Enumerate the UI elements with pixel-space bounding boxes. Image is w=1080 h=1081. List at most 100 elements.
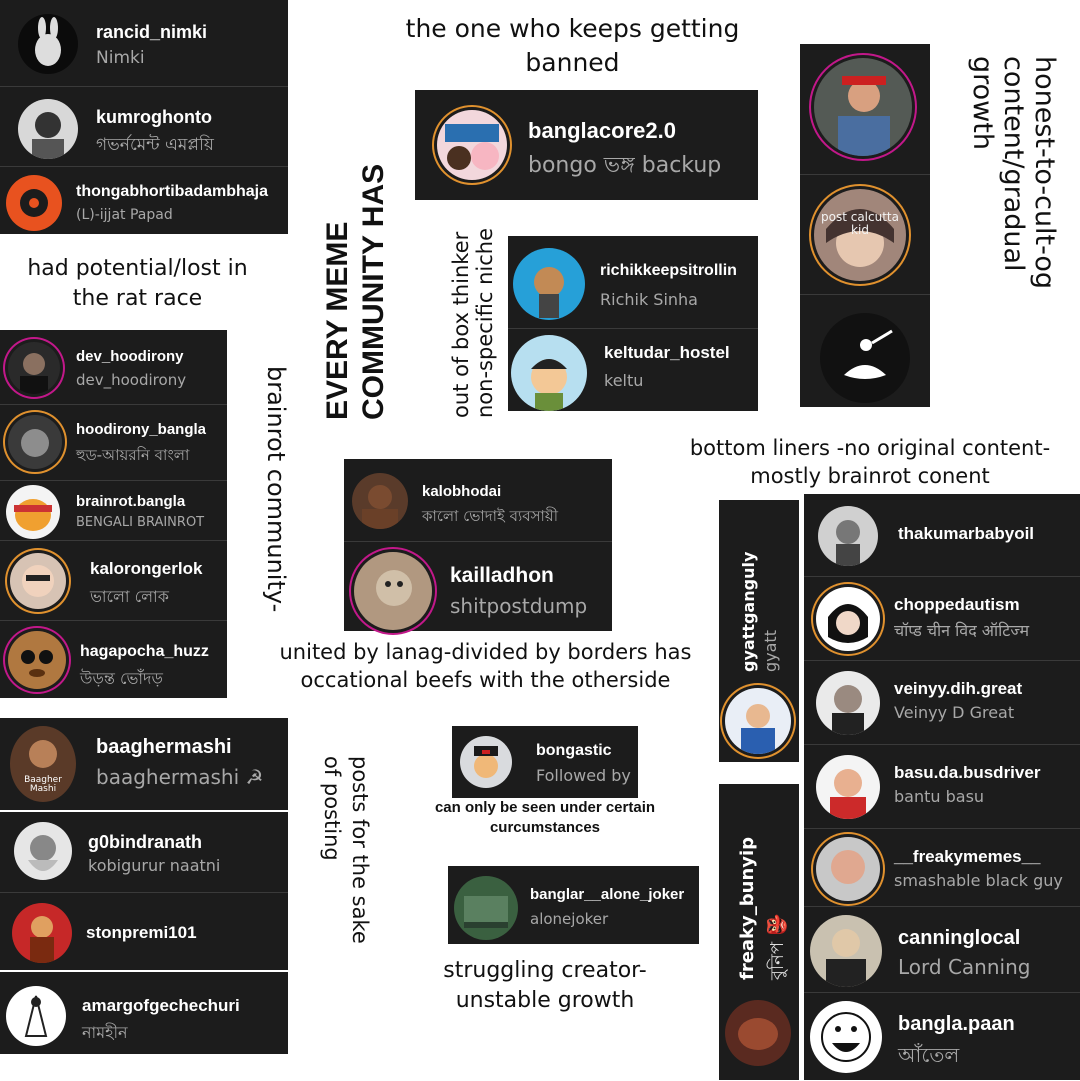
avatar — [8, 631, 66, 689]
caption-lost: had potential/lost in the rat race — [27, 256, 248, 311]
account-row[interactable] — [800, 44, 930, 174]
avatar — [511, 335, 587, 411]
account-row[interactable]: amargofgechechuri নামহীন — [0, 972, 288, 1054]
account-row[interactable]: thakumarbabyoil — [804, 494, 1080, 576]
username[interactable]: kailladhon — [450, 564, 554, 587]
card-posts-mid: g0bindranath kobigurur naatni stonpremi1… — [0, 812, 288, 970]
username[interactable]: bongastic — [536, 742, 612, 759]
display-name: dev_hoodirony — [76, 371, 187, 389]
username[interactable]: kalorongerlok — [90, 559, 203, 578]
account-row[interactable]: richikkeepsitrollin Richik Sinha — [508, 236, 758, 328]
account-row[interactable]: g0bindranath kobigurur naatni — [0, 812, 288, 892]
page-title-text: EVERY MEME COMMUNITY HAS — [321, 163, 390, 420]
card-freaky: freaky_bunyip বুনিপ 👺 — [719, 784, 799, 1080]
display-name: ভালো লোক — [90, 587, 169, 606]
username[interactable]: baaghermashi — [96, 736, 232, 758]
username[interactable]: basu.da.busdriver — [894, 763, 1041, 782]
account-row[interactable]: brainrot.bangla BENGALI BRAINROT — [0, 480, 227, 541]
card-posts-top: Baagher Mashi baaghermashi baaghermashi … — [0, 718, 288, 810]
account-row[interactable]: bangla.paan আঁতেল — [804, 992, 1080, 1081]
caption-out-of-box: out of box thinker non-specific niche — [449, 188, 497, 418]
avatar — [816, 837, 880, 901]
display-name: আঁতেল — [898, 1043, 960, 1067]
username[interactable]: hagapocha_huzz — [80, 643, 209, 660]
username[interactable]: veinyy.dih.great — [894, 679, 1023, 698]
account-row[interactable]: basu.da.busdriver bantu basu — [804, 744, 1080, 829]
account-row[interactable]: __freakymemes__ smashable black guy — [804, 828, 1080, 907]
display-name: কালো ভোদাই ব্যবসায়ী — [422, 507, 559, 525]
account-row[interactable]: banglar__alone_joker alonejoker — [448, 866, 699, 944]
avatar — [814, 58, 912, 156]
avatar — [725, 688, 791, 754]
account-row[interactable]: kalorongerlok ভালো লোক — [0, 540, 227, 621]
display-name: bongo ভঙ্গ backup — [528, 153, 722, 178]
username[interactable]: hoodirony_bangla — [76, 421, 207, 438]
avatar — [18, 99, 78, 159]
username[interactable]: __freakymemes__ — [894, 847, 1041, 866]
account-row[interactable]: dev_hoodirony dev_hoodirony — [0, 330, 227, 404]
account-row[interactable]: kalobhodai কালো ভোদাই ব্যবসায়ী — [344, 459, 612, 541]
username[interactable]: thakumarbabyoil — [898, 524, 1035, 543]
display-name: alonejoker — [530, 910, 609, 928]
account-row[interactable]: bongastic Followed by — [452, 726, 638, 798]
avatar-badge: Baagher Mashi — [24, 775, 62, 794]
avatar — [818, 506, 878, 566]
display-name: चॉप्ड चीन विद ऑटिज्म — [894, 621, 1030, 640]
caption-only-seen: can only be seen under certain curcumsta… — [434, 799, 656, 837]
username[interactable]: bangla.paan — [898, 1013, 1015, 1035]
account-row[interactable]: banglacore2.0 bongo ভঙ্গ backup — [415, 90, 758, 200]
account-row[interactable]: veinyy.dih.great Veinyy D Great — [804, 660, 1080, 745]
caption-united: united by lanag-divided by borders has o… — [279, 640, 692, 693]
username[interactable]: dev_hoodirony — [76, 348, 184, 365]
account-row[interactable]: canninglocal Lord Canning — [804, 906, 1080, 993]
username[interactable]: amargofgechechuri — [82, 996, 240, 1015]
username[interactable]: kalobhodai — [422, 483, 502, 500]
username[interactable]: thongabhortibadambhaja — [76, 183, 268, 200]
username[interactable]: rancid_nimki — [96, 22, 208, 42]
username[interactable]: banglar__alone_joker — [530, 886, 685, 903]
display-name: BENGALI BRAINROT — [76, 515, 205, 530]
account-row[interactable]: rancid_nimki Nimki — [0, 0, 288, 86]
account-row[interactable]: kumroghonto গভর্নমেন্ট এমপ্লয়ি — [0, 86, 288, 167]
username[interactable]: banglacore2.0 — [528, 118, 676, 143]
caption-honest: honest-to-cult-og content/gradual growth — [967, 56, 1060, 346]
username[interactable]: gyattganguly — [739, 551, 758, 672]
display-name: bantu basu — [894, 787, 985, 806]
account-row[interactable]: hagapocha_huzz উড়ন্ত ভোঁদড় — [0, 620, 227, 699]
username[interactable]: brainrot.bangla — [76, 493, 186, 510]
account-row[interactable]: Baagher Mashi baaghermashi baaghermashi … — [0, 718, 288, 810]
card-honest: post calcutta kid — [800, 44, 930, 407]
account-row[interactable]: keltudar_hostel keltu — [508, 328, 758, 412]
avatar — [8, 342, 60, 394]
avatar — [816, 671, 880, 735]
account-row[interactable]: choppedautism चॉप्ड चीन विद ऑटिज्म — [804, 576, 1080, 661]
page-title: EVERY MEME COMMUNITY HAS — [320, 130, 392, 420]
avatar — [8, 415, 62, 469]
avatar — [810, 915, 882, 987]
username[interactable]: keltudar_hostel — [604, 343, 730, 362]
avatar — [6, 485, 60, 539]
account-row[interactable] — [800, 294, 930, 408]
username[interactable]: canninglocal — [898, 927, 1021, 949]
username[interactable]: g0bindranath — [88, 832, 203, 852]
username[interactable]: stonpremi101 — [86, 923, 197, 942]
avatar — [354, 552, 432, 630]
display-name: Richik Sinha — [600, 290, 698, 309]
card-out-of-box: richikkeepsitrollin Richik Sinha keltuda… — [508, 236, 758, 411]
avatar — [820, 313, 910, 403]
account-row[interactable]: post calcutta kid — [800, 174, 930, 295]
username[interactable]: kumroghonto — [96, 107, 212, 127]
username[interactable]: richikkeepsitrollin — [600, 262, 737, 279]
account-row[interactable]: thongabhortibadambhaja (L)-ijjat Papad — [0, 166, 288, 235]
username[interactable]: choppedautism — [894, 595, 1020, 614]
username[interactable]: freaky_bunyip — [737, 836, 758, 980]
avatar — [725, 1000, 791, 1066]
caption-brainrot: brainrot community- — [262, 366, 290, 612]
account-row[interactable]: stonpremi101 — [0, 892, 288, 971]
caption-struggling: struggling creator- unstable growth — [443, 958, 647, 1013]
avatar — [810, 1001, 882, 1073]
account-row[interactable]: hoodirony_bangla হুড-আয়রনি বাংলা — [0, 404, 227, 481]
display-name: নামহীন — [82, 1023, 128, 1042]
card-middle: kalobhodai কালো ভোদাই ব্যবসায়ী kailladh… — [344, 459, 612, 631]
account-row[interactable]: kailladhon shitpostdump — [344, 541, 612, 632]
